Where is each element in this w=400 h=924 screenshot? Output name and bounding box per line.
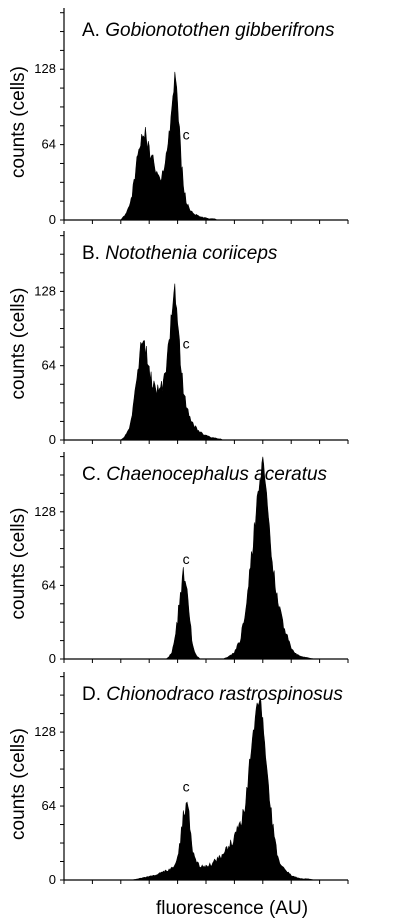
- histogram-area: [132, 697, 320, 881]
- panel-title: B. Notothenia coriiceps: [82, 243, 278, 264]
- y-tick-label: 0: [49, 212, 56, 227]
- c-marker-label: c: [183, 778, 190, 794]
- panel-title: C. Chaenocephalus aceratus: [82, 464, 328, 485]
- panel-letter: C.: [82, 464, 106, 485]
- panel-title: D. Chionodraco rastrospinosus: [82, 684, 343, 705]
- c-marker-label: c: [183, 126, 190, 142]
- panel-letter: D.: [82, 684, 106, 705]
- panel-letter: A.: [82, 20, 105, 41]
- y-tick-label: 0: [49, 651, 56, 666]
- y-tick-label: 64: [42, 358, 56, 373]
- panel-b: B. Notothenia coriiceps counts (cells) 0 64…: [8, 231, 349, 447]
- y-tick-label: 64: [42, 798, 56, 813]
- y-tick-label: 0: [49, 872, 56, 887]
- y-axis-label: counts (cells): [8, 288, 29, 400]
- y-tick-label: 0: [49, 432, 56, 447]
- histogram-area: [120, 283, 246, 441]
- species-name: Chaenocephalus aceratus: [106, 464, 327, 485]
- histogram-area: [165, 456, 320, 660]
- species-name: Chionodraco rastrospinosus: [106, 684, 343, 705]
- species-name: Notothenia coriiceps: [105, 243, 278, 264]
- panel-a: A. Gobionotothen gibberifrons counts (cel…: [8, 8, 349, 227]
- y-axis-label: counts (cells): [8, 728, 29, 840]
- y-tick-label: 128: [34, 504, 56, 519]
- panel-d: D. Chionodraco rastrospinosus counts (cel…: [8, 672, 349, 887]
- species-name: Gobionotothen gibberifrons: [105, 20, 335, 41]
- panel-title: A. Gobionotothen gibberifrons: [82, 20, 335, 41]
- y-tick-label: 64: [42, 577, 56, 592]
- panel-letter: B.: [82, 243, 105, 264]
- y-axis-label: counts (cells): [8, 508, 29, 620]
- c-marker-label: c: [183, 336, 190, 352]
- y-tick-label: 128: [34, 61, 56, 76]
- c-marker-label: c: [183, 551, 190, 567]
- panel-c: C. Chaenocephalus aceratus counts (cells)…: [8, 452, 349, 666]
- y-tick-label: 128: [34, 283, 56, 298]
- y-axis-label: counts (cells): [8, 66, 29, 178]
- y-tick-label: 128: [34, 724, 56, 739]
- y-tick-label: 64: [42, 137, 56, 152]
- histogram-area: [120, 71, 246, 221]
- x-axis-label: fluorescence (AU): [156, 898, 308, 919]
